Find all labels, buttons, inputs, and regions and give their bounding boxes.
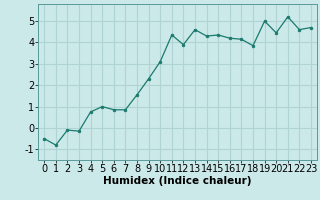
X-axis label: Humidex (Indice chaleur): Humidex (Indice chaleur) xyxy=(103,176,252,186)
